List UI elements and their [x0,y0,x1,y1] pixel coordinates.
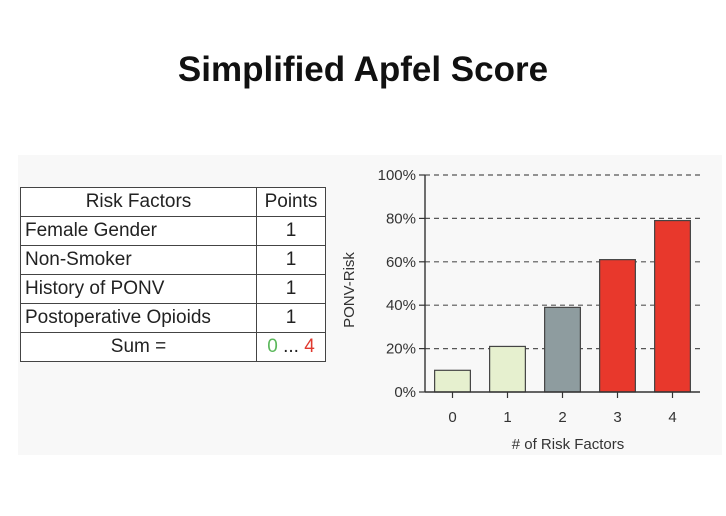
chart-axes [419,174,700,398]
bar [434,369,471,393]
points-cell: 1 [256,303,326,333]
slide-title: Simplified Apfel Score [177,50,549,89]
y-tick-label: 0% [394,384,416,401]
risk-factor-cell: History of PONV [20,274,257,304]
table-row: Postoperative Opioids 1 [20,303,326,333]
sum-min: 0 [267,336,278,357]
sum-value: 0 ... 4 [256,332,326,362]
x-tick-label: 2 [558,409,566,426]
ponv-risk-chart: 0% 20% 40% 60% 80% 100% 0 1 2 3 4 PONV-Risk # of … [341,167,700,453]
risk-factors-table: Risk Factors Points Female Gender 1 Non-… [20,187,326,362]
risk-factor-cell: Postoperative Opioids [20,303,257,333]
header-points: Points [256,187,326,217]
risk-factor-cell: Female Gender [20,216,257,246]
points-cell: 1 [256,274,326,304]
y-tick-label: 20% [386,341,416,358]
x-axis-label: # of Risk Factors [512,436,625,453]
x-tick-label: 3 [613,409,621,426]
x-tick-label: 1 [503,409,511,426]
points-cell: 1 [256,216,326,246]
chart-bars [434,219,691,393]
x-tick-label: 4 [668,409,676,426]
bar [544,306,581,393]
risk-factor-cell: Non-Smoker [20,245,257,275]
bar [599,259,636,393]
y-tick-label: 40% [386,297,416,314]
sum-max: 4 [304,336,315,357]
x-tick-labels: 0 1 2 3 4 [448,409,676,426]
bar [654,219,691,393]
table-row: Female Gender 1 [20,216,326,246]
sum-label: Sum = [20,332,257,362]
x-tick-label: 0 [448,409,456,426]
y-tick-label: 100% [378,167,416,184]
sum-separator: ... [277,336,305,357]
y-tick-label: 80% [386,210,416,227]
header-risk-factors: Risk Factors [20,187,257,217]
y-tick-labels: 0% 20% 40% 60% 80% 100% [378,167,416,401]
y-tick-label: 60% [386,254,416,271]
table-row: Non-Smoker 1 [20,245,326,275]
table-header-row: Risk Factors Points [20,187,326,217]
points-cell: 1 [256,245,326,275]
table-row: History of PONV 1 [20,274,326,304]
y-axis-label: PONV-Risk [341,252,358,328]
bar [489,345,526,393]
sum-row: Sum = 0 ... 4 [20,332,326,362]
